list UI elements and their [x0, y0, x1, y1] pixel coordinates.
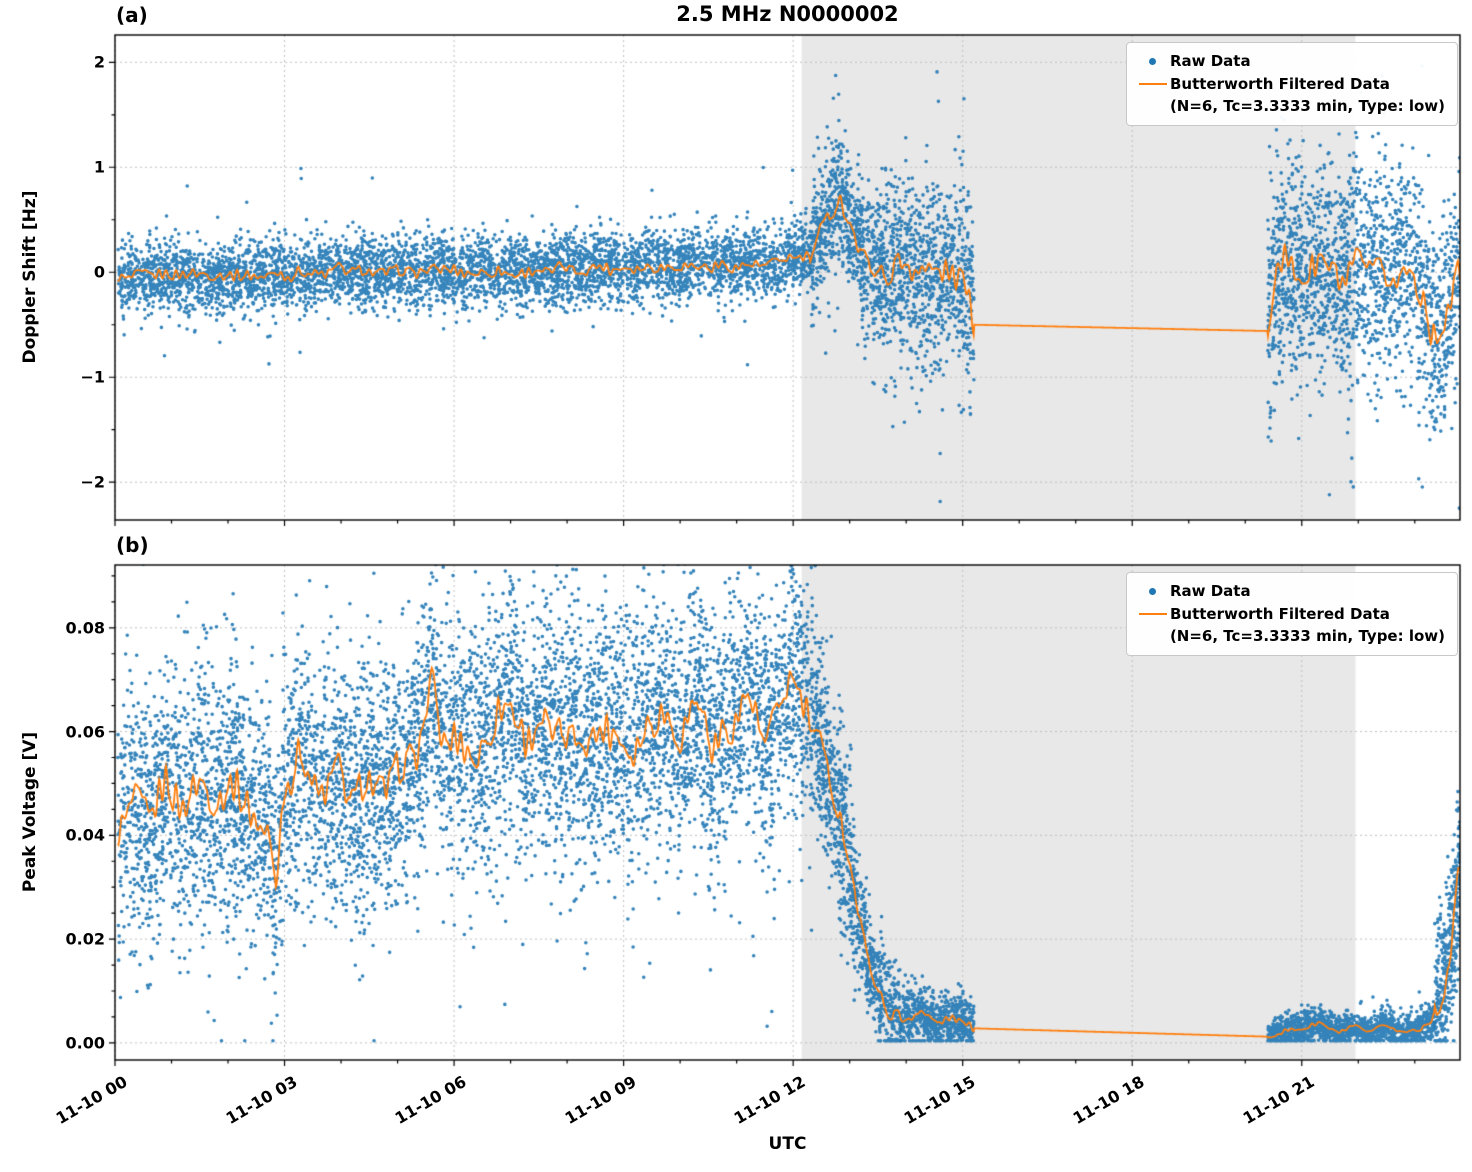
legend-raw-label: Raw Data	[1169, 52, 1251, 70]
raw-data-dot-icon	[1149, 587, 1157, 595]
figure-title: 2.5 MHz N0000002	[676, 2, 899, 26]
y-tick-label: 1	[93, 157, 105, 177]
x-axis-label: UTC	[768, 1134, 807, 1154]
legend-filtered-sublabel: (N=6, Tc=3.3333 min, Type: low)	[1169, 97, 1445, 115]
legend-panel-b: Raw Data Butterworth Filtered Data (N=6,…	[1125, 572, 1458, 656]
legend-filtered-sublabel: (N=6, Tc=3.3333 min, Type: low)	[1169, 627, 1445, 645]
legend-raw-row: Raw Data	[1136, 580, 1445, 603]
legend-filtered-row: Butterworth Filtered Data (N=6, Tc=3.333…	[1136, 603, 1445, 648]
y-tick-label: 2	[93, 52, 105, 72]
filtered-data-marker-col	[1136, 603, 1170, 625]
y-tick-label: −1	[80, 367, 105, 387]
y-tick-label: −2	[80, 472, 105, 492]
y-tick-label: 0.00	[65, 1033, 105, 1053]
y-tick-label: 0	[93, 262, 105, 282]
legend-panel-a: Raw Data Butterworth Filtered Data (N=6,…	[1125, 42, 1458, 126]
legend-raw-row: Raw Data	[1136, 50, 1445, 73]
filtered-line-icon	[1138, 82, 1167, 85]
y-tick-label: 0.08	[65, 618, 105, 638]
legend-filtered-label: Butterworth Filtered Data	[1169, 604, 1390, 623]
filtered-data-marker-col	[1136, 73, 1170, 95]
y-tick-label: 0.04	[65, 825, 105, 845]
y-axis-label-a: Doppler Shift [Hz]	[20, 190, 40, 364]
raw-data-marker-col	[1136, 50, 1170, 72]
legend-raw-label: Raw Data	[1169, 582, 1251, 600]
panel-b-label: (b)	[116, 533, 149, 557]
y-axis-label-b: Peak Voltage [V]	[20, 731, 40, 893]
legend-filtered-label: Butterworth Filtered Data	[1169, 74, 1390, 93]
raw-data-dot-icon	[1149, 57, 1157, 65]
legend-filtered-row: Butterworth Filtered Data (N=6, Tc=3.333…	[1136, 73, 1445, 118]
panel-a-label: (a)	[116, 3, 148, 27]
filtered-line-icon	[1138, 612, 1167, 615]
raw-data-marker-col	[1136, 580, 1170, 602]
y-tick-label: 0.06	[65, 722, 105, 742]
y-tick-label: 0.02	[65, 929, 105, 949]
